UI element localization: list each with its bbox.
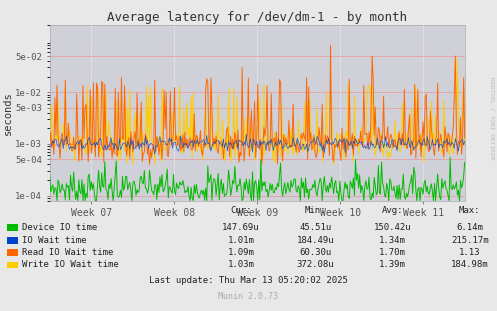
Text: Min:: Min: [305,206,327,215]
Text: 372.08u: 372.08u [297,261,334,269]
Text: Cur:: Cur: [230,206,252,215]
Text: 60.30u: 60.30u [300,248,331,257]
Text: 1.34m: 1.34m [379,236,406,244]
Text: 1.39m: 1.39m [379,261,406,269]
Text: 1.70m: 1.70m [379,248,406,257]
Text: 184.98m: 184.98m [451,261,489,269]
Text: 1.03m: 1.03m [228,261,254,269]
Text: 45.51u: 45.51u [300,223,331,232]
Text: 1.13: 1.13 [459,248,481,257]
Text: Write IO Wait time: Write IO Wait time [22,261,119,269]
Text: Avg:: Avg: [382,206,404,215]
Text: Munin 2.0.73: Munin 2.0.73 [219,291,278,300]
Text: Read IO Wait time: Read IO Wait time [22,248,114,257]
Text: RRDTOOL / TOBI OETIKER: RRDTOOL / TOBI OETIKER [490,77,495,160]
Text: Device IO time: Device IO time [22,223,97,232]
Text: IO Wait time: IO Wait time [22,236,87,244]
Title: Average latency for /dev/dm-1 - by month: Average latency for /dev/dm-1 - by month [107,11,407,24]
Text: Last update: Thu Mar 13 05:20:02 2025: Last update: Thu Mar 13 05:20:02 2025 [149,276,348,285]
Text: 150.42u: 150.42u [374,223,412,232]
Text: 184.49u: 184.49u [297,236,334,244]
Text: Max:: Max: [459,206,481,215]
Y-axis label: seconds: seconds [2,91,12,135]
Text: 1.01m: 1.01m [228,236,254,244]
Text: 147.69u: 147.69u [222,223,260,232]
Text: 215.17m: 215.17m [451,236,489,244]
Text: 6.14m: 6.14m [456,223,483,232]
Text: 1.09m: 1.09m [228,248,254,257]
